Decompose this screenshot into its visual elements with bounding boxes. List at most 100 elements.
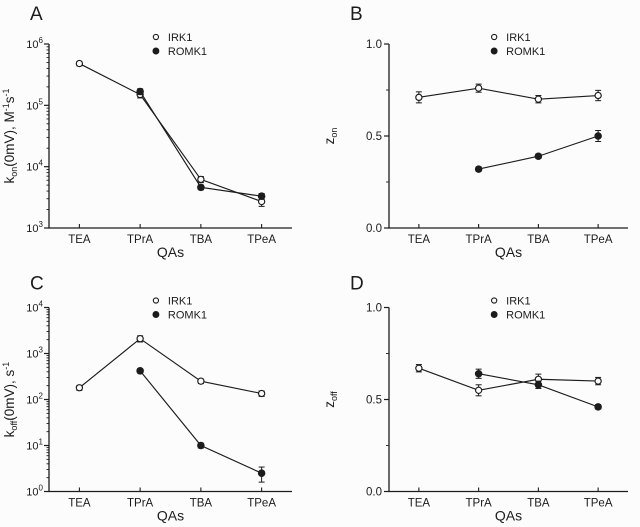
series-IRK1 [75, 335, 266, 398]
data-point-ROMK1-TBA [197, 183, 205, 192]
series-line [79, 63, 262, 203]
y-tick-label: 1.0 [366, 303, 382, 315]
legend: IRK1 ROMK1 [152, 32, 207, 58]
data-point-IRK1-TEA [75, 384, 84, 392]
x-tick-label: TBA [190, 234, 213, 246]
legend-label: IRK1 [506, 296, 530, 308]
axes-spines [48, 307, 292, 493]
y-axis-title: koff(0mV), s-1 [1, 362, 19, 438]
y-tick-label: 100 [26, 484, 43, 499]
y-axis: 0.0 0.5 1.0 [366, 39, 389, 235]
y-tick-label: 0.5 [366, 131, 382, 143]
data-point-IRK1-TEA [415, 364, 423, 372]
data-point-IRK1-TPeA [594, 91, 602, 100]
panel-letter-c: C [30, 274, 44, 295]
series-line [418, 87, 599, 100]
data-point-IRK1-TPeA [594, 377, 602, 385]
data-point-IRK1-TPrA [474, 84, 483, 92]
x-tick-label: TEA [408, 498, 431, 510]
y-axis-title: kon(0mV), M-1s-1 [1, 88, 19, 183]
x-tick-label: TEA [68, 498, 91, 510]
x-axis: TEA TPrA TBA TPeA [408, 224, 613, 246]
legend-label: IRK1 [168, 296, 192, 308]
y-axis-title: zon [322, 128, 339, 145]
y-axis: 0.0 0.5 1.0 [366, 303, 389, 499]
x-tick-label: TPrA [127, 498, 154, 510]
x-axis-title: QAs [495, 244, 522, 260]
axes-spines [388, 307, 628, 493]
legend-filled-circle-icon [152, 47, 160, 55]
series-IRK1 [75, 59, 266, 207]
x-axis-title: QAs [495, 508, 522, 524]
x-axis: TEA TPrA TBA TPeA [68, 224, 276, 246]
data-point-IRK1-TPrA [474, 386, 483, 394]
series-IRK1 [415, 83, 602, 104]
panel-b-chart: B 0.0 0.5 1.0 TEA TPrA TBA TPeA QAs zon IRK1 ROMK1 [322, 4, 628, 260]
legend-open-circle-icon [152, 33, 160, 41]
y-axis: 103 104 105 106 [26, 36, 49, 235]
legend-open-circle-icon [152, 297, 160, 304]
axes-spines [388, 44, 628, 229]
y-axis-title: zoff [322, 391, 339, 408]
x-tick-label: TBA [527, 234, 550, 246]
y-tick-label: 102 [26, 392, 43, 407]
series-ROMK1 [474, 368, 602, 411]
y-tick-label: 0.5 [366, 395, 382, 407]
x-tick-label: TBA [527, 498, 550, 510]
data-point-ROMK1-TBA [197, 441, 205, 450]
series-ROMK1 [474, 129, 602, 173]
series-line [79, 337, 262, 395]
legend-open-circle-icon [491, 297, 498, 304]
panel-d-chart: D 0.0 0.5 1.0 TEA TPrA TBA TPeA QAs zoff IRK1 ROMK… [322, 274, 628, 524]
series-ROMK1 [136, 367, 266, 483]
y-tick-label: 103 [26, 346, 43, 361]
y-tick-label: 101 [26, 438, 43, 453]
x-tick-label: TBA [190, 498, 213, 510]
legend-filled-circle-icon [152, 311, 160, 318]
data-point-ROMK1-TPrA [474, 369, 483, 378]
legend-open-circle-icon [491, 33, 498, 41]
x-tick-label: TPeA [247, 234, 276, 246]
legend: IRK1 ROMK1 [490, 296, 545, 322]
x-axis-title: QAs [157, 508, 184, 524]
panel-letter-d: D [350, 274, 364, 295]
series-IRK1 [415, 364, 602, 397]
panel-c-chart: C 100 101 102 103 104 TEA TPrA TBA TPeA QAs koff(0… [1, 274, 292, 524]
y-axis: 100 101 102 103 104 [26, 300, 49, 499]
legend-label: ROMK1 [506, 310, 545, 322]
data-point-ROMK1-TBA [534, 381, 543, 389]
y-tick-label: 1.0 [366, 39, 382, 51]
x-tick-label: TPeA [584, 234, 613, 246]
x-tick-label: TPeA [247, 498, 276, 510]
x-axis: TEA TPrA TBA TPeA [408, 487, 613, 510]
panel-a-chart: A 103 104 105 106 TEA TPrA TBA TPeA QAs kon(0mV),… [1, 4, 292, 260]
x-tick-label: TEA [68, 234, 91, 246]
data-point-ROMK1-TPeA [594, 403, 602, 411]
x-tick-label: TPeA [584, 498, 613, 510]
y-tick-label: 105 [26, 97, 43, 112]
panel-letter-a: A [30, 4, 43, 25]
legend-label: ROMK1 [168, 46, 207, 58]
series-line [418, 367, 599, 391]
series-ROMK1 [136, 87, 266, 200]
data-point-IRK1-TBA [197, 175, 205, 184]
y-tick-label: 106 [26, 36, 43, 51]
data-point-ROMK1-TBA [534, 152, 543, 161]
x-tick-label: TPrA [127, 234, 154, 246]
data-point-IRK1-TPeA [257, 389, 266, 398]
data-point-ROMK1-TPrA [136, 87, 144, 96]
legend-label: ROMK1 [168, 310, 207, 322]
y-tick-label: 104 [26, 300, 43, 315]
x-tick-label: TEA [408, 234, 431, 246]
legend-filled-circle-icon [490, 311, 498, 318]
legend-label: IRK1 [506, 32, 530, 44]
data-point-IRK1-TBA [534, 95, 543, 103]
data-point-IRK1-TPrA [136, 335, 144, 343]
data-point-ROMK1-TPeA [257, 469, 266, 477]
legend-label: IRK1 [168, 32, 192, 44]
y-tick-label: 104 [26, 159, 43, 174]
x-axis: TEA TPrA TBA TPeA [68, 487, 276, 510]
data-point-IRK1-TBA [197, 377, 205, 385]
legend-label: ROMK1 [506, 46, 545, 58]
x-tick-label: TPrA [466, 234, 493, 246]
